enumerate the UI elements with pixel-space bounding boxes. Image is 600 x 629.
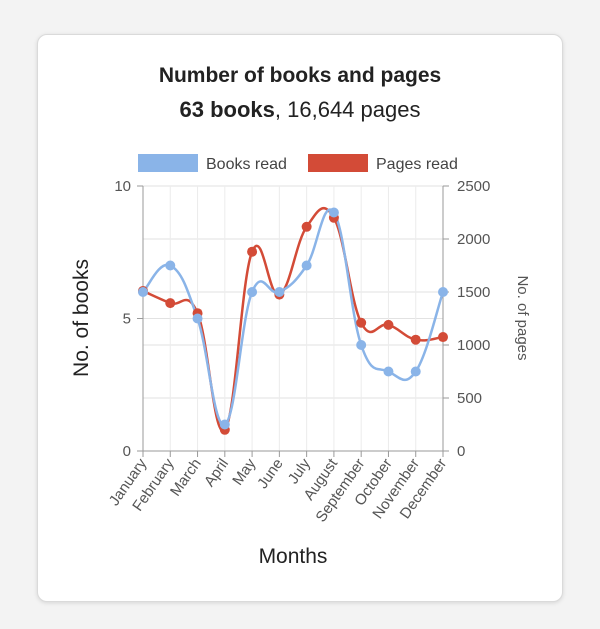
x-axis-title: Months — [259, 545, 328, 568]
data-point-pages — [301, 221, 312, 232]
data-point-books — [410, 366, 421, 377]
y2-axis-title: No. of pages — [514, 275, 531, 360]
grid-lines — [142, 185, 444, 452]
data-point-books — [138, 287, 148, 297]
data-point-books — [165, 260, 176, 271]
data-point-pages — [438, 332, 448, 343]
series-line-pages — [142, 206, 444, 432]
data-point-books — [383, 366, 394, 377]
x-tick-label: June — [254, 456, 287, 492]
left-tick-label: 5 — [123, 311, 131, 328]
data-point-books — [247, 287, 258, 297]
data-point-books — [274, 287, 285, 297]
legend: Books read Pages read — [138, 154, 458, 173]
y-axis-title: No. of books — [70, 259, 93, 377]
data-point-pages — [356, 317, 367, 328]
right-tick-label: 0 — [457, 443, 465, 460]
right-tick-label: 1500 — [457, 284, 490, 301]
axes — [137, 185, 449, 457]
tick-labels: 051005001000150020002500JanuaryFebruaryM… — [106, 178, 491, 525]
data-point-books — [192, 313, 203, 324]
data-point-pages — [410, 334, 421, 345]
right-tick-label: 500 — [457, 390, 482, 407]
legend-label-books: Books read — [206, 156, 287, 173]
books-summary: 63 books — [179, 97, 275, 122]
summary-separator: , — [274, 97, 288, 122]
left-tick-label: 0 — [123, 443, 131, 460]
data-point-books — [219, 419, 230, 430]
right-tick-label: 2500 — [457, 178, 490, 195]
legend-swatch-books — [138, 154, 198, 172]
series-points — [138, 207, 448, 435]
series-lines — [142, 206, 445, 432]
pages-summary: 16,644 pages — [287, 97, 421, 122]
data-point-pages — [165, 298, 176, 309]
series-line-books — [142, 208, 445, 426]
legend-swatch-pages — [308, 154, 368, 172]
left-tick-label: 10 — [114, 178, 131, 195]
data-point-books — [356, 340, 367, 350]
data-point-pages — [383, 319, 394, 330]
data-point-books — [328, 207, 339, 218]
legend-label-pages: Pages read — [376, 156, 458, 173]
data-point-books — [438, 287, 448, 297]
x-tick-label: April — [201, 456, 232, 490]
right-tick-label: 1000 — [457, 337, 490, 354]
chart-title: Number of books and pages — [158, 64, 442, 87]
right-tick-label: 2000 — [457, 231, 490, 248]
chart-subtitle: 63 books, 16,644 pages — [0, 97, 600, 123]
data-point-pages — [247, 246, 258, 257]
data-point-books — [301, 260, 312, 271]
axis-titles: No. of books No. of pages Months — [70, 259, 531, 568]
